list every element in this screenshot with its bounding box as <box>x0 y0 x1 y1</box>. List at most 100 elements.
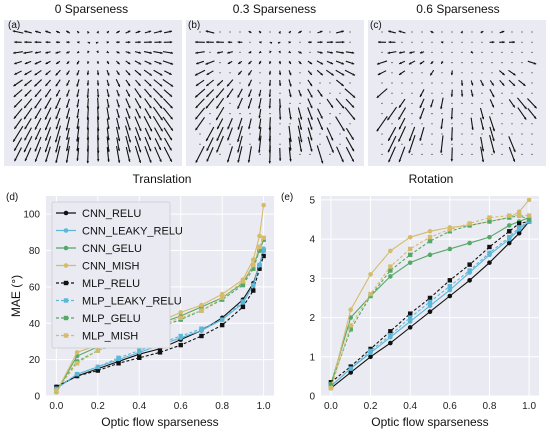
flow-vector <box>195 117 205 131</box>
x-tick-label: 0.4 <box>403 401 417 412</box>
flow-arrowhead <box>216 138 219 141</box>
flow-arrowhead <box>96 72 100 76</box>
legend-entry: CNN_MISH <box>82 261 140 273</box>
flow-arrowhead <box>227 51 230 54</box>
flow-vector <box>106 146 110 162</box>
flow-arrowhead <box>55 116 58 120</box>
flow-dot <box>309 51 311 53</box>
flow-dot <box>411 31 413 33</box>
flow-dot <box>431 82 433 84</box>
flow-arrowhead <box>34 116 38 119</box>
flow-vector <box>345 136 355 152</box>
flow-dot <box>421 153 423 155</box>
flow-vector <box>419 127 425 141</box>
flow-arrowhead <box>45 127 48 131</box>
flow-arrowhead <box>450 116 454 120</box>
flow-dot <box>451 41 453 43</box>
flow-arrowhead <box>195 116 198 120</box>
y-axis-label: MAE (°) <box>9 275 23 317</box>
data-point <box>388 340 393 346</box>
flow-arrowhead <box>341 83 344 86</box>
flow-vector <box>206 147 214 162</box>
flow-dot <box>381 113 383 115</box>
flow-dot <box>531 82 533 84</box>
flow-dot <box>511 51 513 53</box>
flow-arrowhead <box>320 94 323 97</box>
series-line-mlp_leaky_relu <box>330 221 530 387</box>
flow-arrowhead <box>196 61 199 65</box>
flow-vector <box>125 125 131 143</box>
data-point <box>467 221 472 226</box>
flow-vector <box>23 135 33 153</box>
flow-arrowhead <box>65 160 69 163</box>
flow-arrowhead <box>492 138 495 142</box>
flow-dot <box>501 113 503 115</box>
flow-arrowhead <box>216 117 219 121</box>
flow-arrowhead <box>481 83 484 87</box>
flow-dot <box>431 113 433 115</box>
data-point <box>407 319 413 324</box>
legend-entry: MLP_MISH <box>82 331 138 343</box>
flow-arrowhead <box>14 105 17 108</box>
flow-dot <box>339 92 341 94</box>
data-point <box>257 266 262 271</box>
flow-dot <box>411 82 413 84</box>
flow-arrowhead <box>352 95 356 98</box>
flow-dot <box>441 51 443 53</box>
flow-dot <box>199 31 201 33</box>
flow-dot <box>511 113 513 115</box>
flow-dot <box>431 153 433 155</box>
data-point <box>95 348 101 353</box>
flow-arrowhead <box>77 31 80 34</box>
flow-vector <box>345 146 355 162</box>
flow-vector <box>55 135 61 153</box>
flow-dot <box>279 133 281 135</box>
flow-dot <box>299 82 301 84</box>
flow-arrowhead <box>491 82 494 86</box>
flow-dot <box>451 82 453 84</box>
flow-arrowhead <box>248 126 251 130</box>
y-tick-label: 3 <box>309 274 315 285</box>
flow-arrowhead <box>522 83 526 86</box>
flow-dot <box>521 143 523 145</box>
flow-arrowhead <box>76 115 79 119</box>
flow-dot <box>349 31 351 33</box>
flow-dot <box>461 51 463 53</box>
flow-arrowhead <box>195 95 198 98</box>
flow-arrowhead <box>512 40 515 44</box>
flow-dot <box>391 62 393 64</box>
flow-dot <box>461 123 463 125</box>
data-point <box>74 361 80 366</box>
flow-dot <box>391 82 393 84</box>
flow-arrowhead <box>309 40 312 44</box>
data-point <box>240 279 246 284</box>
flow-arrowhead <box>258 94 261 97</box>
flow-arrowhead <box>278 31 281 34</box>
flow-arrowhead <box>55 126 59 130</box>
data-point <box>348 323 353 328</box>
data-point <box>507 234 512 240</box>
flow-arrowhead <box>76 72 79 76</box>
flow-dot <box>501 62 503 64</box>
flow-arrowhead <box>55 139 58 143</box>
flow-arrowhead <box>512 159 516 162</box>
flow-arrowhead <box>44 106 48 109</box>
flow-arrowhead <box>34 148 38 152</box>
flow-arrowhead <box>299 51 302 54</box>
flow-arrowhead <box>66 94 69 97</box>
flow-dot <box>319 133 321 135</box>
x-tick-label: 0.6 <box>174 401 188 412</box>
flow-arrowhead <box>205 105 209 109</box>
flow-dot <box>229 72 231 74</box>
data-point <box>427 238 433 244</box>
flow-arrowhead <box>268 161 272 164</box>
data-point <box>251 266 256 271</box>
flow-arrowhead <box>55 72 59 76</box>
flow-vector <box>76 137 80 152</box>
flow-vector <box>162 116 174 132</box>
flow-arrowhead <box>216 149 219 153</box>
flow-arrowhead <box>65 148 69 152</box>
flow-arrowhead <box>117 138 121 142</box>
flow-arrowhead <box>148 137 151 141</box>
flow-vector <box>14 147 22 162</box>
